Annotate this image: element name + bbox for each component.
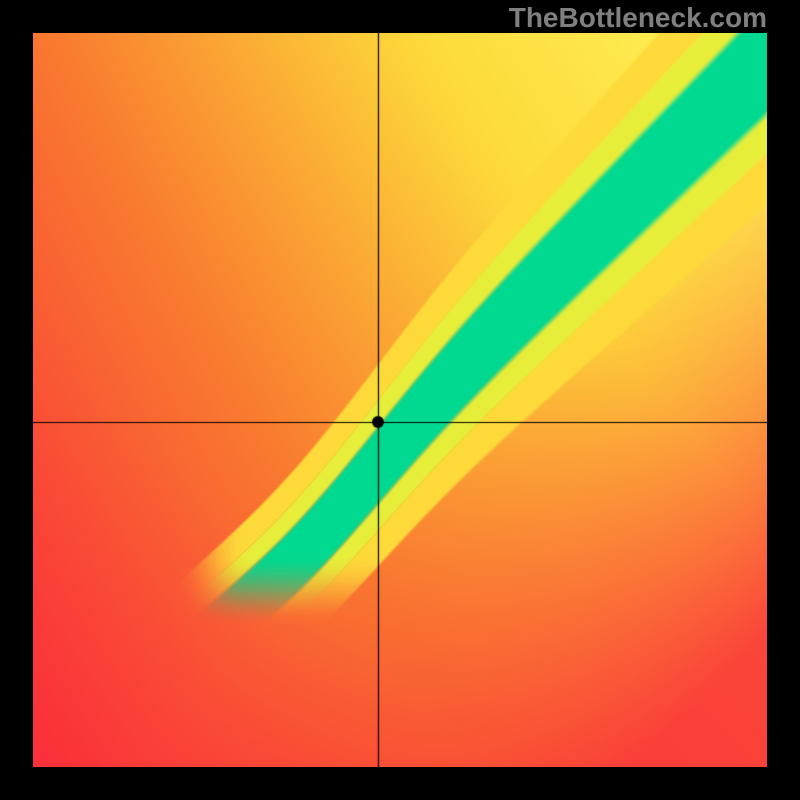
crosshair-canvas [33,33,767,767]
watermark-text: TheBottleneck.com [509,2,767,34]
stage: TheBottleneck.com [0,0,800,800]
